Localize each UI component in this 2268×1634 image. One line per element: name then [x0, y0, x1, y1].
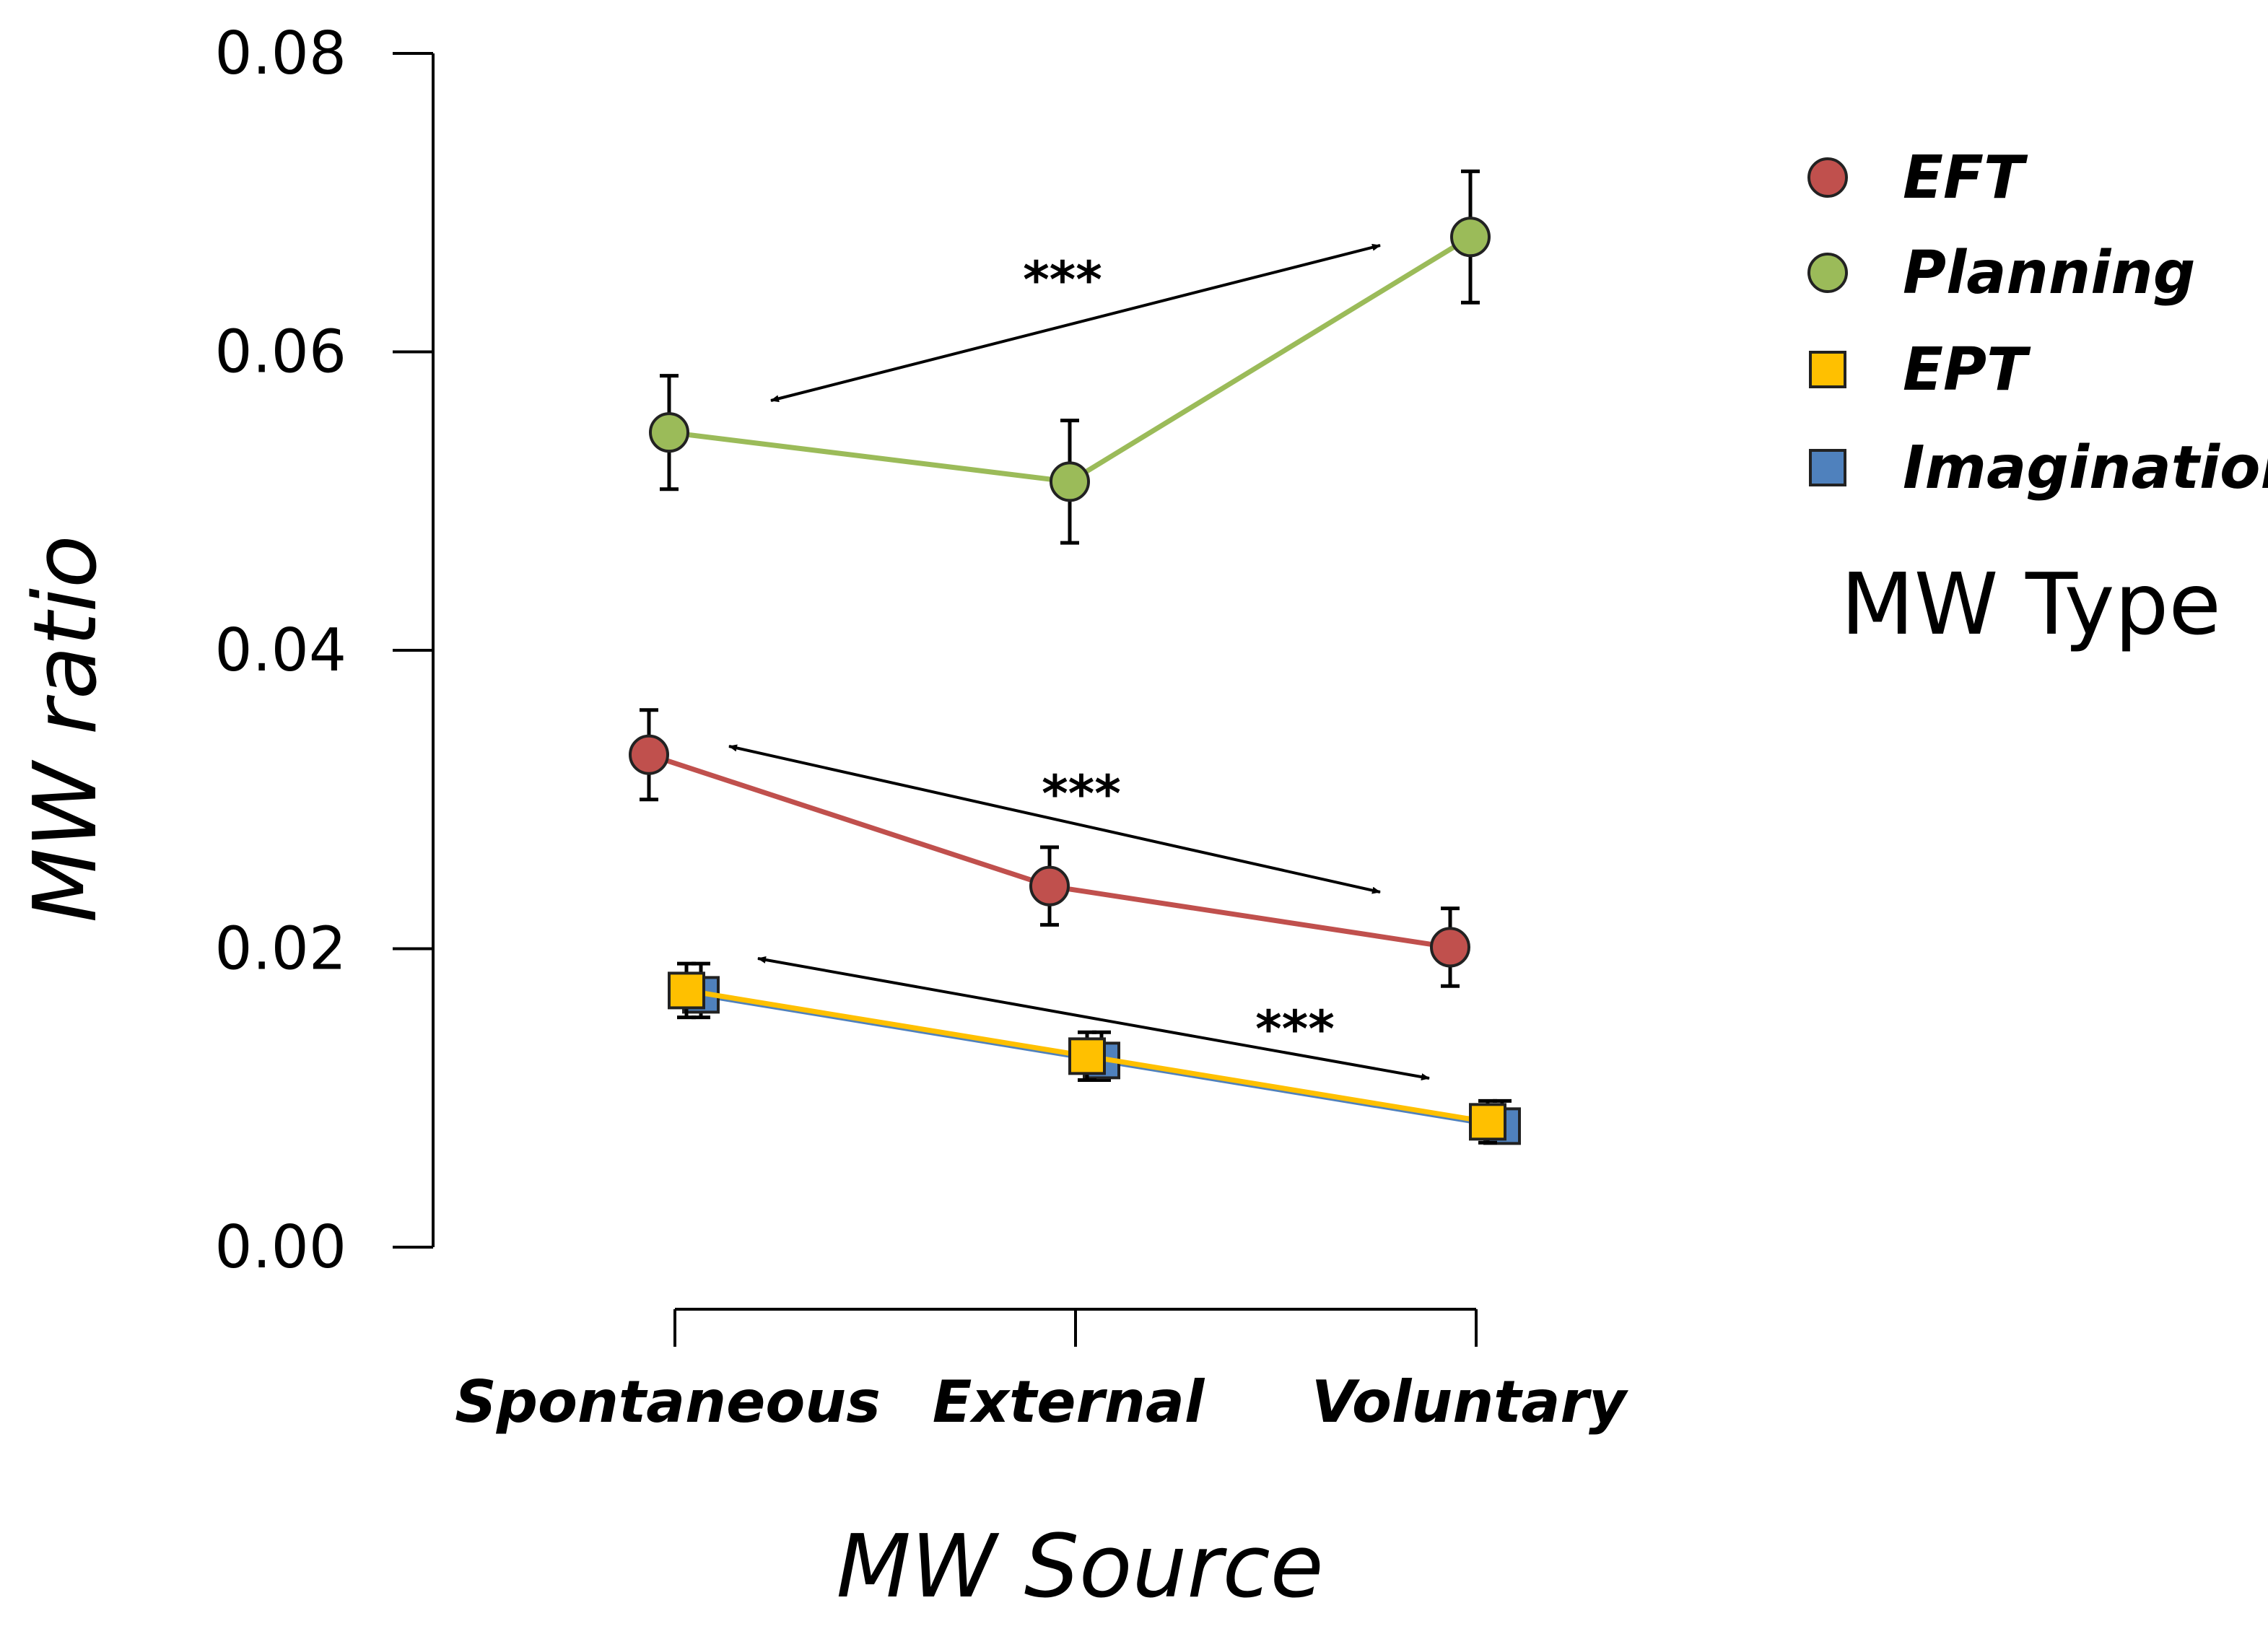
legend-marker-imagination	[1809, 449, 1846, 486]
data-point-ept	[668, 971, 705, 1010]
x-tick-label: Voluntary	[1312, 1368, 1628, 1436]
ept-imagination-significance: ***	[1255, 1000, 1335, 1059]
series-eft	[629, 708, 1470, 988]
y-tick-label: 0.04	[214, 616, 346, 685]
legend-marker-planning	[1807, 253, 1848, 293]
legend: EFT Planning EPT Imagination	[1807, 144, 2268, 502]
x-ticks: Spontaneous External Voluntary	[455, 1309, 1628, 1436]
y-tick-label: 0.00	[214, 1213, 346, 1282]
data-point-planning	[1450, 217, 1491, 258]
y-tick-label: 0.02	[214, 915, 346, 984]
data-point-eft	[1029, 865, 1070, 906]
data-point-planning	[1050, 461, 1090, 502]
y-tick-label: 0.08	[214, 19, 346, 88]
significance-arrows	[728, 243, 1430, 1080]
y-ticks: 0.00 0.02 0.04 0.06 0.08	[214, 19, 433, 1282]
series-layer	[629, 169, 1521, 1145]
legend-marker-eft	[1807, 157, 1848, 198]
legend-marker-ept	[1809, 351, 1846, 388]
data-point-ept	[1469, 1103, 1506, 1141]
planning-arrow	[770, 243, 1381, 403]
legend-label-planning: Planning	[1903, 239, 2195, 307]
eft-significance: ***	[1042, 764, 1121, 823]
data-point-eft	[1430, 927, 1470, 968]
eft-arrow	[728, 744, 1381, 894]
data-point-eft	[629, 734, 669, 775]
x-tick-label: Spontaneous	[455, 1368, 881, 1436]
legend-label-imagination: Imagination	[1903, 434, 2268, 502]
y-axis-title: MW ratio	[16, 535, 116, 922]
y-tick-label: 0.06	[214, 318, 346, 387]
legend-title: MW Type	[1841, 554, 2221, 654]
legend-label-ept: EPT	[1903, 336, 2031, 404]
ept-imagination-arrow	[757, 956, 1430, 1080]
x-tick-label: External	[933, 1368, 1205, 1436]
x-axis-title: MW Source	[836, 1517, 1323, 1617]
series-planning	[649, 169, 1491, 545]
planning-significance: ***	[1023, 250, 1102, 310]
data-point-planning	[649, 412, 689, 453]
data-point-ept	[1068, 1037, 1106, 1075]
legend-label-eft: EFT	[1903, 144, 2028, 212]
series-ept	[668, 961, 1506, 1145]
